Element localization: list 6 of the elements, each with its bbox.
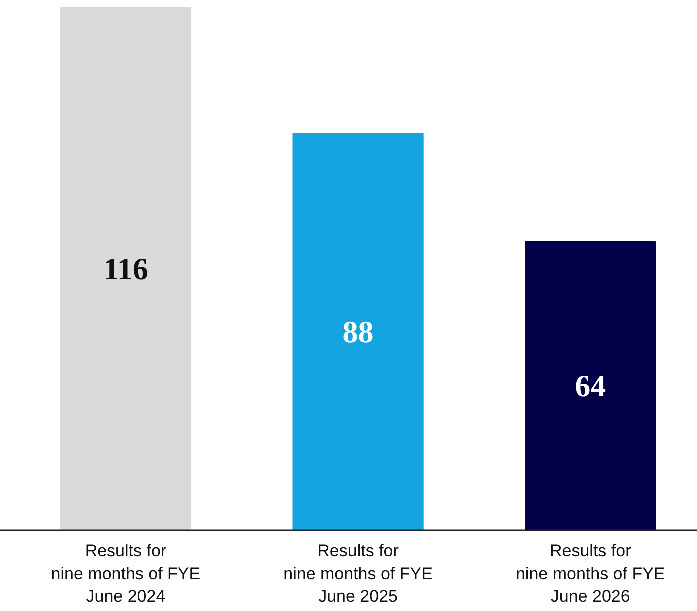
x-tick-label: Results for nine months of FYE June 2024 — [51, 542, 201, 606]
data-label: 116 — [104, 252, 148, 286]
x-tick-label: Results for nine months of FYE June 2025 — [284, 542, 433, 606]
data-label: 64 — [575, 368, 606, 404]
x-tick-label: Results for nine months of FYE June 2026 — [516, 542, 666, 606]
data-label: 88 — [342, 314, 374, 350]
